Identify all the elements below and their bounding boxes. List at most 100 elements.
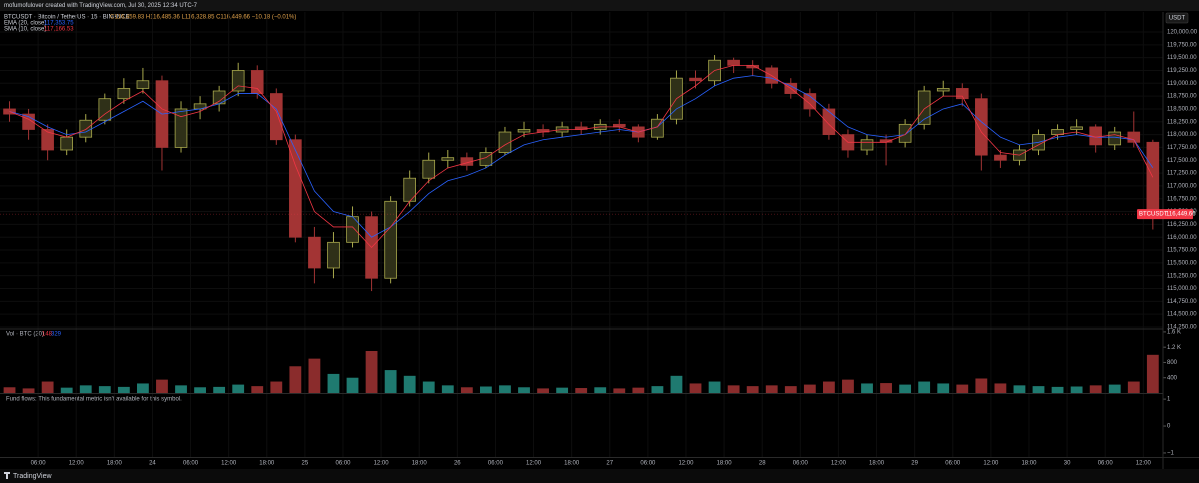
x-tick-label: 12:00 (374, 461, 390, 467)
volume-bar (441, 385, 454, 393)
candle-body (860, 139, 874, 151)
volume-bar (479, 386, 492, 393)
x-tick-label: 29 (911, 461, 918, 467)
x-tick-label: 18:00 (1021, 461, 1037, 467)
ma-line (9, 64, 1154, 249)
fund-note: Fund flows: This fundamental metric isn'… (6, 397, 182, 403)
candle-body (41, 129, 54, 151)
x-tick-label: 18:00 (564, 461, 580, 467)
candle-body (308, 236, 321, 269)
candle-body (822, 108, 836, 136)
candle-body (727, 59, 740, 66)
volume-bar (175, 385, 187, 393)
x-tick-label: 06:00 (488, 461, 504, 467)
y-tick-label: 117,750.00 (1167, 145, 1197, 151)
volume-bar (41, 381, 54, 393)
x-tick-label: 12:00 (69, 461, 85, 467)
volume-bar (156, 379, 168, 393)
candle-body (289, 139, 302, 238)
volume-bar (194, 387, 206, 393)
last-price-marker (1137, 209, 1193, 220)
x-tick-label: 25 (302, 461, 309, 467)
ma-line (9, 75, 1154, 238)
x-tick-label: 18:00 (107, 461, 123, 467)
candle-body (384, 200, 397, 279)
volume-bar (117, 386, 130, 393)
currency-box[interactable] (1165, 12, 1189, 24)
volume-bar (308, 358, 321, 393)
x-tick-label: 12:00 (678, 461, 694, 467)
volume-bar (822, 381, 835, 393)
y-tick-label: 119,250.00 (1167, 68, 1197, 74)
candle-body (346, 216, 359, 243)
candle-body (422, 159, 436, 179)
volume-bar (1127, 381, 1140, 393)
candle-body (60, 136, 74, 151)
x-tick-label: 12:00 (1136, 461, 1152, 467)
volume-legend-value: 148 (42, 332, 53, 338)
y-tick-label: 115,250.00 (1167, 273, 1197, 279)
x-tick-label: 26 (454, 461, 461, 467)
candle-body (250, 70, 264, 94)
candle-body (117, 88, 131, 100)
fund-tick-label: 0 (1167, 424, 1171, 430)
volume-bar (784, 386, 797, 393)
x-tick-label: 30 (1064, 461, 1071, 467)
top-bar (0, 0, 1199, 11)
candle-body (269, 93, 283, 141)
volume-bar (1108, 384, 1121, 393)
volume-bar (1146, 354, 1159, 393)
volume-bar (384, 370, 397, 393)
volume-bar (956, 384, 969, 393)
y-tick-label: 117,000.00 (1167, 183, 1197, 189)
volume-tick-label: 400 (1167, 375, 1178, 381)
volume-bar (499, 385, 511, 393)
volume-tick-label: 800 (1167, 360, 1178, 366)
volume-bar (708, 381, 721, 393)
volume-bar (994, 383, 1007, 393)
volume-bar (327, 373, 340, 393)
volume-bar (346, 377, 359, 393)
volume-bar (1070, 386, 1083, 393)
volume-title: Vol · BTC (20) (6, 332, 44, 338)
x-tick-label: 06:00 (945, 461, 961, 467)
last-price-label: 116,449.66 (1166, 212, 1196, 218)
volume-bar (1051, 386, 1064, 393)
logo (4, 472, 10, 479)
candle-body (955, 88, 969, 100)
volume-bar (918, 381, 931, 393)
x-tick-label: 06:00 (793, 461, 809, 467)
x-tick-label: 28 (759, 461, 766, 467)
x-tick-label: 24 (149, 461, 156, 467)
y-tick-label: 117,500.00 (1167, 158, 1197, 164)
candle-body (174, 108, 188, 148)
legend-value: 117,166.53 (44, 27, 74, 33)
legend-name: EMA (20, close) (4, 21, 46, 27)
volume-bar (365, 351, 378, 393)
volume-bar (651, 386, 664, 393)
bottom-bar (0, 469, 1199, 483)
y-tick-label: 118,500.00 (1167, 107, 1197, 113)
y-tick-label: 114,750.00 (1167, 299, 1197, 305)
y-tick-label: 116,250.00 (1167, 222, 1197, 228)
y-tick-label: 116,000.00 (1167, 235, 1197, 241)
volume-bar (727, 385, 740, 393)
x-tick-label: 27 (606, 461, 613, 467)
ohlc: O116,459.83 H116,485.36 L116,328.85 C116… (110, 15, 296, 21)
candle-body (936, 88, 950, 92)
y-tick-label: 119,500.00 (1167, 55, 1197, 61)
volume-bar (765, 385, 778, 393)
volume-bar (1089, 385, 1102, 393)
volume-bar (422, 381, 435, 393)
y-tick-label: 119,000.00 (1167, 81, 1197, 87)
volume-bar (137, 383, 149, 393)
x-tick-label: 18:00 (869, 461, 885, 467)
candle-body (917, 90, 931, 125)
volume-bar (899, 384, 912, 393)
x-tick-label: 18:00 (259, 461, 275, 467)
x-tick-label: 12:00 (526, 461, 542, 467)
fund-tick-label: 1 (1167, 397, 1171, 403)
volume-bar (670, 375, 683, 393)
x-tick-label: 06:00 (183, 461, 199, 467)
